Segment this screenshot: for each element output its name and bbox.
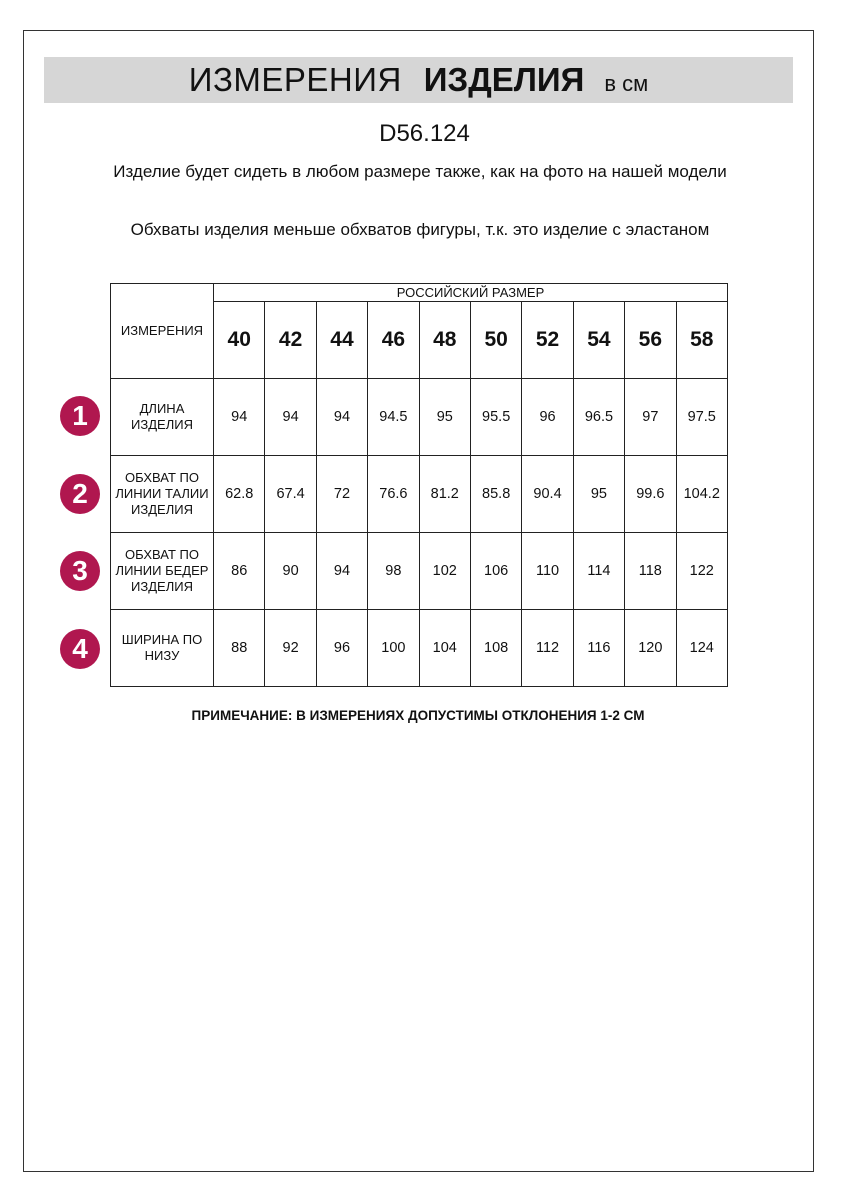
measurement-value: 76.6	[367, 455, 420, 533]
measurement-value: 94	[212, 378, 266, 456]
measurement-value: 94	[315, 378, 369, 456]
measurement-value: 124	[675, 609, 729, 687]
measurement-value: 120	[624, 609, 677, 687]
title-part2: ИЗДЕЛИЯ	[423, 61, 585, 98]
size-header: 56	[624, 301, 677, 379]
page-frame	[23, 30, 814, 1172]
size-header: 48	[418, 301, 471, 379]
measurement-value: 95.5	[469, 378, 523, 456]
tolerance-note: ПРИМЕЧАНИЕ: В ИЗМЕРЕНИЯХ ДОПУСТИМЫ ОТКЛО…	[191, 708, 645, 723]
measurement-value: 96	[521, 378, 574, 456]
size-table: ИЗМЕРЕНИЯ РОССИЙСКИЙ РАЗМЕР 40 42 44 46 48 50…	[110, 283, 729, 687]
table-row: ОБХВАТ ПО ЛИНИИ ТАЛИИ ИЗДЕЛИЯ 62.8 67.4 72 7…	[110, 455, 729, 533]
title-bar: ИЗМЕРЕНИЯ ИЗДЕЛИЯ в см	[44, 57, 793, 103]
table-row: ШИРИНА ПО НИЗУ 88 92 96 100 104 108 112 116 120 12…	[110, 609, 729, 687]
table-row: ОБХВАТ ПО ЛИНИИ БЕДЕР ИЗДЕЛИЯ 86 90 94 98 102…	[110, 532, 729, 610]
measurement-value: 86	[212, 532, 266, 610]
fit-note: Изделие будет сидеть в любом размере так…	[113, 162, 727, 181]
size-header: 44	[315, 301, 369, 379]
size-header: 42	[264, 301, 317, 379]
measurement-value: 90	[264, 532, 317, 610]
measurement-value: 95	[418, 378, 471, 456]
number-badge-icon: 3	[60, 551, 100, 591]
measurement-value: 122	[675, 532, 729, 610]
measurement-value: 102	[418, 532, 471, 610]
measurement-value: 108	[469, 609, 523, 687]
measurement-value: 92	[264, 609, 317, 687]
number-badge-icon: 2	[60, 473, 100, 514]
measurement-value: 98	[367, 532, 420, 610]
number-badge-icon: 4	[60, 628, 100, 669]
measurement-value: 116	[572, 609, 626, 687]
measurement-value: 90.4	[521, 455, 574, 533]
measurement-value: 62.8	[212, 455, 266, 533]
size-header: 40	[212, 301, 266, 379]
measurement-value: 114	[572, 532, 626, 610]
measurement-value: 88	[212, 609, 266, 687]
measurement-value: 72	[315, 455, 369, 533]
measurement-value: 94	[264, 378, 317, 456]
title-part1: ИЗМЕРЕНИЯ	[188, 61, 402, 98]
title-unit: в см	[604, 71, 649, 96]
measurement-value: 94.5	[367, 378, 420, 456]
measurement-label: ОБХВАТ ПО ЛИНИИ ТАЛИИ ИЗДЕЛИЯ	[110, 455, 214, 533]
measurement-value: 94	[315, 532, 369, 610]
measurement-value: 96	[315, 609, 369, 687]
measurement-value: 104	[418, 609, 471, 687]
measurement-value: 104.2	[675, 455, 729, 533]
measurement-value: 97	[624, 378, 677, 456]
size-header: 46	[367, 301, 420, 379]
table-row: ДЛИНА ИЗДЕЛИЯ 94 94 94 94.5 95 95.5 96 96.5 97 97.…	[110, 378, 729, 456]
measurement-value: 67.4	[264, 455, 317, 533]
number-badge-icon: 1	[60, 396, 100, 436]
measurement-label: ОБХВАТ ПО ЛИНИИ БЕДЕР ИЗДЕЛИЯ	[110, 532, 214, 610]
size-header: 52	[521, 301, 574, 379]
measurement-label: ШИРИНА ПО НИЗУ	[110, 609, 214, 687]
size-header: 58	[675, 301, 729, 379]
measurement-value: 96.5	[572, 378, 626, 456]
measurement-value: 110	[521, 532, 574, 610]
measurement-value: 85.8	[469, 455, 523, 533]
measurement-value: 112	[521, 609, 574, 687]
size-group-header: РОССИЙСКИЙ РАЗМЕР	[213, 283, 728, 302]
measurement-value: 106	[469, 532, 523, 610]
size-header: 54	[572, 301, 626, 379]
measurement-value: 118	[624, 532, 677, 610]
elastane-note: Обхваты изделия меньше обхватов фигуры, …	[130, 220, 710, 239]
measurement-value: 97.5	[675, 378, 729, 456]
size-header: 50	[469, 301, 523, 379]
measurement-value: 100	[367, 609, 420, 687]
product-code: D56.124	[379, 120, 470, 147]
measurement-value: 95	[572, 455, 626, 533]
measurement-value: 81.2	[418, 455, 471, 533]
measurement-label: ДЛИНА ИЗДЕЛИЯ	[110, 378, 214, 456]
measure-header: ИЗМЕРЕНИЯ	[110, 283, 214, 379]
measurement-value: 99.6	[624, 455, 677, 533]
